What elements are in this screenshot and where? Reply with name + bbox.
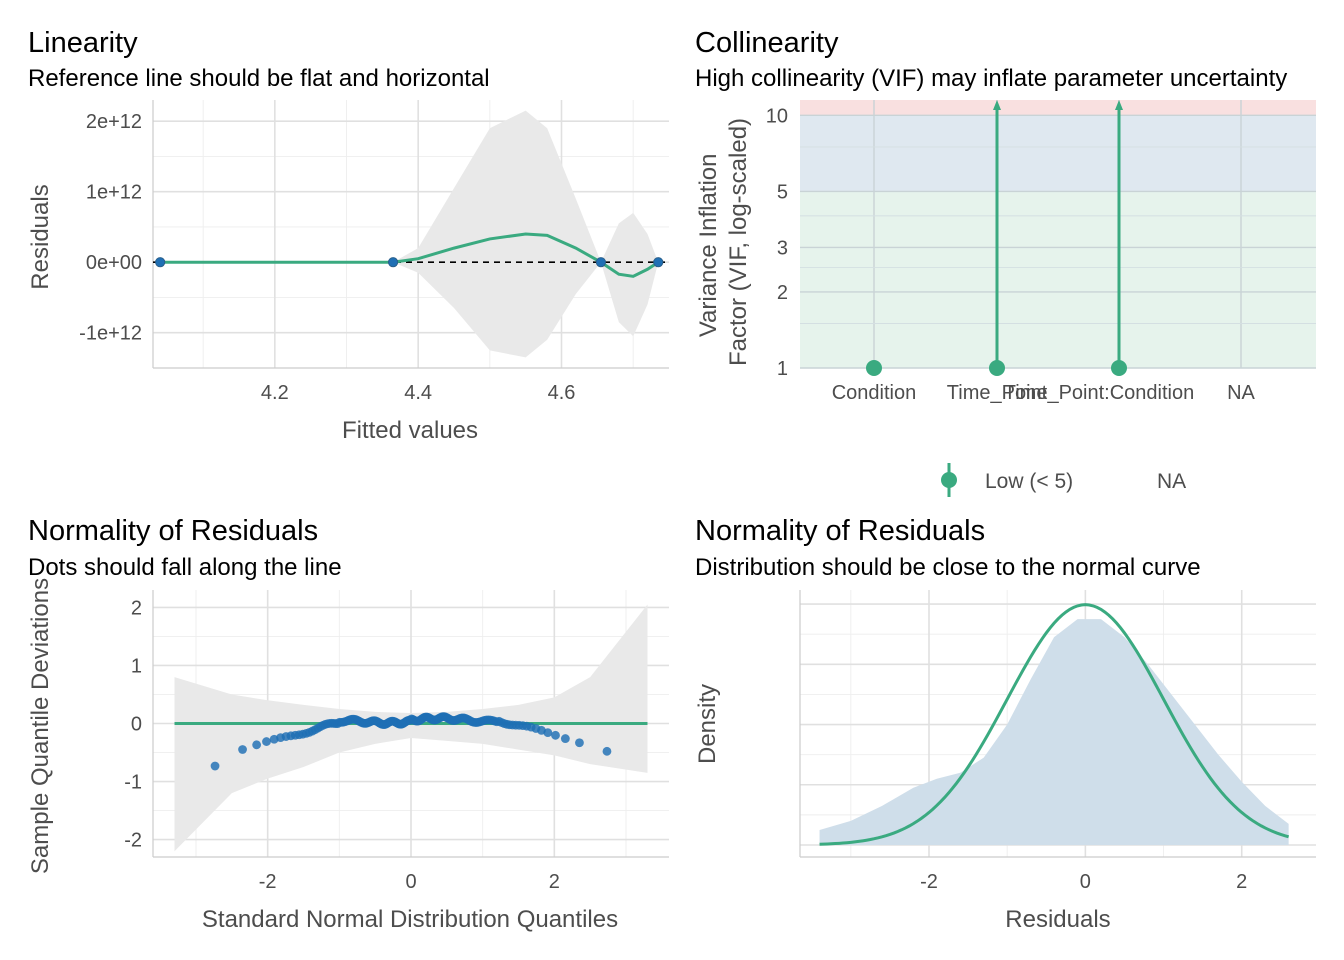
col-zone-2 [800,100,1316,116]
lin-y-tick-3: 2e+12 [86,111,142,133]
col-vif-point-1 [989,360,1005,376]
col-x-tick-1: Time_Point [947,382,1048,404]
density-y-axis-title: Density [694,684,721,764]
linearity-x-axis-title: Fitted values [342,417,478,444]
qq-y-axis-title: Sample Quantile Deviations [27,578,54,874]
collinearity-legend: Low (< 5) NA [941,463,1186,497]
linearity-y-axis-title: Residuals [27,184,54,289]
col-vif-point-0 [866,360,882,376]
lin-point-1 [387,257,399,268]
col-x-tick-2: Time_Point:Condition [1004,382,1194,404]
den-empirical-path [819,619,1289,845]
col-zone-0 [800,191,1316,368]
lin-x-tick-1: 4.4 [404,382,432,404]
linearity-points [155,257,664,268]
col-vif-point-2 [1111,360,1127,376]
qq-point [210,761,220,771]
den-x-tick-0: -2 [920,871,938,893]
qq-point [560,734,570,743]
col-y-tick-4: 10 [766,105,788,127]
qq-y-tick-1: -1 [124,772,142,794]
qq-subtitle: Dots should fall along the line [28,554,342,581]
qq-x-tick-1: 0 [405,871,416,893]
lin-x-tick-0: 4.2 [261,382,289,404]
qq-confidence-band [174,604,648,852]
legend-low-key-point [941,472,957,488]
linearity-smooth-line [160,232,660,278]
qq-x-axis-title: Standard Normal Distribution Quantiles [202,906,618,933]
den-x-tick-1: 0 [1080,871,1091,893]
qq-band-area [174,604,648,852]
lin-point-3 [653,257,664,268]
qq-y-tick-3: 1 [131,655,142,677]
col-ci-arrow-2 [1115,100,1123,110]
col-y-tick-2: 3 [777,237,788,259]
linearity-confidence-band [160,110,659,358]
collinearity-y-axis-title-line-2: Factor (VIF, log-scaled) [725,118,752,366]
lin-y-tick-2: 1e+12 [86,182,142,204]
linearity-x-tick-labels: 4.2 4.4 4.6 [261,382,575,404]
qq-point [238,745,247,754]
qq-y-tick-0: -2 [124,830,142,852]
linearity-y-tick-labels: -1e+12 0e+00 1e+12 2e+12 [79,111,142,345]
lin-y-tick-0: -1e+12 [79,323,142,345]
qq-y-tick-4: 2 [131,597,142,619]
density-x-axis-title: Residuals [1005,906,1110,933]
lin-band-area [160,110,659,358]
qq-point [543,728,553,737]
qq-panel: Normality of Residuals Dots should fall … [27,515,669,933]
linearity-grid [152,100,669,369]
density-normal-curve [819,603,1290,846]
lin-y-tick-1: 0e+00 [86,252,142,274]
collinearity-title: Collinearity [695,27,839,59]
collinearity-panel: Collinearity High collinearity (VIF) may… [695,27,1316,497]
collinearity-subtitle: High collinearity (VIF) may inflate para… [695,65,1287,92]
col-x-tick-0: Condition [832,382,917,404]
linearity-panel: Linearity Reference line should be flat … [27,27,669,444]
qq-y-tick-labels: -2 -1 0 1 2 [124,597,142,851]
qq-point [551,730,560,740]
qq-y-tick-2: 0 [131,714,142,736]
qq-point [575,738,584,748]
density-subtitle: Distribution should be close to the norm… [695,554,1201,581]
col-y-tick-0: 1 [777,358,788,380]
collinearity-y-tick-labels: 1 2 3 5 10 [766,105,788,380]
qq-x-tick-0: -2 [259,871,277,893]
qq-x-tick-2: 2 [549,871,560,893]
density-empirical-area [819,619,1289,845]
col-ci-arrow-1 [993,100,1001,110]
qq-title: Normality of Residuals [28,515,318,547]
col-x-tick-3: NA [1227,382,1255,404]
collinearity-zones [800,100,1316,368]
lin-x-tick-2: 4.6 [548,382,576,404]
col-y-tick-3: 5 [777,181,788,203]
linearity-subtitle: Reference line should be flat and horizo… [28,65,490,92]
qq-point [262,737,271,746]
col-zone-1 [800,115,1316,192]
qq-point [602,746,612,756]
den-x-tick-2: 2 [1236,871,1247,893]
legend-na-label: NA [1157,470,1186,493]
lin-point-0 [155,257,166,268]
collinearity-y-axis-title-line-1: Variance Inflation [695,154,722,338]
density-title: Normality of Residuals [695,515,985,547]
collinearity-y-axis-title: Variance Inflation Factor (VIF, log-scal… [695,118,752,366]
qq-points [210,712,612,771]
lin-smooth-path [160,232,660,278]
collinearity-vif-marks [866,100,1127,376]
qq-point [252,740,262,750]
lin-point-2 [595,257,607,268]
den-normal-path [819,603,1290,846]
density-x-tick-labels: -2 0 2 [920,871,1247,893]
legend-low-label: Low (< 5) [985,470,1073,493]
qq-x-tick-labels: -2 0 2 [259,871,560,893]
linearity-title: Linearity [28,27,138,59]
col-y-tick-1: 2 [777,282,788,304]
density-panel: Normality of Residuals Distribution shou… [694,515,1316,933]
